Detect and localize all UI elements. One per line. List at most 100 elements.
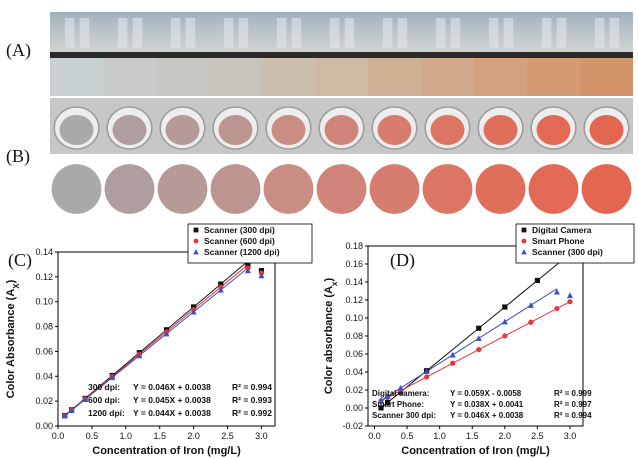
data-point [244, 267, 251, 274]
sample-color-a [580, 58, 633, 96]
r-squared-text: R² = 0.994 [554, 411, 592, 420]
y-tick-label: 0.02 [345, 385, 363, 395]
cuvette [291, 18, 302, 48]
x-tick-label: 3.0 [564, 431, 577, 441]
legend-box [515, 223, 635, 264]
data-point [163, 330, 170, 337]
equation-label: Smart Phone: [372, 400, 424, 409]
cuvette [435, 18, 446, 48]
equation-label: 300 dpi: [88, 382, 120, 392]
bench-edge [474, 52, 528, 58]
y-tick-label: 0.04 [35, 371, 53, 381]
equation-text: Y = 0.044X + 0.0038 [133, 408, 211, 418]
bench-edge [580, 52, 633, 58]
y-tick-label: 0.02 [35, 396, 53, 406]
well-sample [59, 115, 94, 145]
y-tick-label: -0.02 [342, 421, 363, 431]
well-sample [377, 115, 412, 145]
y-tick-label: 0.00 [35, 421, 53, 431]
cuvette-background [580, 12, 633, 52]
equation-label: Digital camera: [372, 389, 429, 398]
cuvette-background [474, 12, 528, 52]
y-axis-label: Color Absorbance (AX) [5, 279, 21, 398]
bench-edge [209, 52, 263, 58]
well-sample [324, 115, 359, 145]
cuvette [223, 18, 234, 48]
data-point [521, 227, 527, 233]
cuvette [238, 18, 249, 48]
sample-circle [104, 164, 155, 214]
well-sample [271, 115, 306, 145]
sample-color-a [527, 58, 581, 96]
cuvette-background [527, 12, 581, 52]
data-point [424, 374, 430, 380]
y-tick-label: 0.14 [345, 277, 363, 287]
x-tick-label: 0.0 [52, 431, 65, 441]
data-point [378, 405, 384, 411]
cuvette-background [209, 12, 263, 52]
y-tick-label: 0.08 [345, 331, 363, 341]
fit-line [380, 288, 558, 401]
sample-color-a [50, 58, 104, 96]
x-tick-label: 1.0 [120, 431, 133, 441]
cuvette [503, 18, 514, 48]
cuvette [609, 18, 620, 48]
legend-label: Scanner (1200 dpi) [204, 247, 280, 257]
r-squared-text: R² = 0.993 [232, 395, 272, 405]
x-tick-label: 1.5 [153, 431, 166, 441]
cuvette [64, 18, 75, 48]
data-point [109, 374, 116, 381]
y-tick-label: 0.00 [345, 403, 363, 413]
well-sample [589, 115, 624, 145]
cuvette-background [315, 12, 369, 52]
equation-label: 600 dpi: [88, 395, 120, 405]
y-tick-label: 0.10 [345, 313, 363, 323]
y-tick-label: 0.08 [35, 322, 53, 332]
equation-text: Y = 0.038X + 0.0041 [450, 400, 524, 409]
bench-edge [262, 52, 316, 58]
data-point [258, 272, 265, 279]
cuvette [556, 18, 567, 48]
y-tick-label: 0.10 [35, 297, 53, 307]
sample-color-a [262, 58, 316, 96]
cuvette-background [50, 12, 104, 52]
r-squared-text: R² = 0.992 [232, 408, 272, 418]
data-point [476, 325, 482, 331]
data-point [190, 308, 197, 315]
cuvette [594, 18, 605, 48]
fit-line [380, 301, 571, 402]
x-tick-label: 3.0 [255, 431, 268, 441]
x-tick-label: 2.0 [499, 431, 512, 441]
chart-c: 0.0 0.5 1.0 1.5 2.0 2.5 3.0 0.00 0.02 0.04 0.06 0.0… [5, 223, 313, 457]
y-tick-label: 0.12 [35, 272, 53, 282]
legend-label: Scanner (300 dpi) [532, 247, 603, 257]
legend-label: Smart Phone [532, 236, 585, 246]
sample-circle [51, 164, 102, 214]
x-axis-label: Concentration of Iron (mg/L) [401, 445, 550, 457]
r-squared-text: R² = 0.999 [554, 389, 592, 398]
sample-color-a [156, 58, 210, 96]
panel-label: (D) [390, 250, 415, 271]
plot-frame [57, 251, 276, 427]
bench-edge [527, 52, 581, 58]
fit-line [64, 260, 249, 416]
cuvette [132, 18, 143, 48]
sample-circle [475, 164, 526, 214]
bench-edge [103, 52, 157, 58]
cuvette [276, 18, 287, 48]
data-point [567, 299, 573, 305]
data-point [218, 281, 224, 287]
well-sample [218, 115, 253, 145]
data-point [501, 318, 508, 325]
bench-edge [315, 52, 369, 58]
data-point [528, 319, 534, 325]
cuvette-background [368, 12, 422, 52]
cuvette [488, 18, 499, 48]
data-point [136, 352, 143, 359]
panel-label-b: (B) [6, 146, 30, 166]
cuvette [79, 18, 90, 48]
sample-circle [316, 164, 367, 214]
panel-label: (C) [8, 250, 32, 271]
bench-edge [50, 52, 104, 58]
x-tick-label: 0.0 [368, 431, 381, 441]
